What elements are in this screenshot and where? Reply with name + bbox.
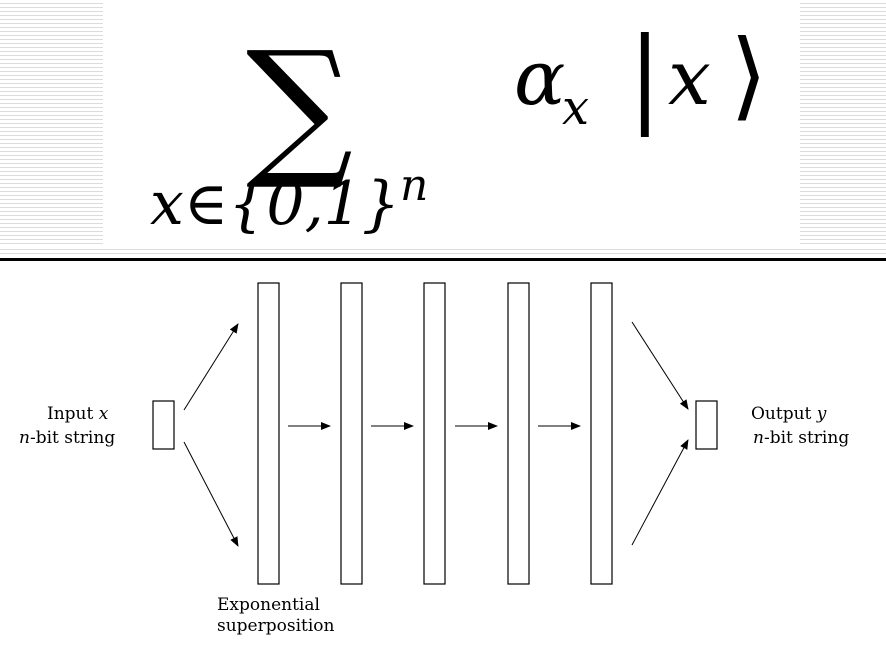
state-column-4 <box>507 282 530 585</box>
diagram-labels: Input x n-bit string Output y n-bit stri… <box>19 404 849 636</box>
state-column-5 <box>590 282 613 585</box>
ket-angle: ⟩ <box>730 19 767 131</box>
index-set-label: x∈{0,1}n <box>150 160 428 239</box>
input-description: n-bit string <box>19 428 115 448</box>
section-divider <box>0 258 886 261</box>
state-column-3 <box>423 282 446 585</box>
superposition-label-line2: superposition <box>217 616 335 636</box>
index-set-text: x∈{0,1} <box>150 169 400 239</box>
arrow-input-down <box>183 441 239 547</box>
formula-panel <box>103 0 800 248</box>
state-column-1 <box>257 282 280 585</box>
amplitude-alpha: α <box>514 33 565 122</box>
decorative-stripes-left <box>0 0 103 255</box>
arrow-input-up <box>183 323 239 411</box>
state-column-2 <box>340 282 363 585</box>
quantum-state-formula: ∑ x∈{0,1}n α x | x ⟩ <box>150 16 767 239</box>
decorative-stripes-right <box>800 0 886 255</box>
superposition-label-line1: Exponential <box>217 595 320 615</box>
ket-variable: x <box>668 33 711 122</box>
index-exponent: n <box>400 160 428 211</box>
arrow-output-down <box>631 321 689 410</box>
input-register-box <box>152 400 175 450</box>
output-description: n-bit string <box>753 428 849 448</box>
summation-symbol: ∑ <box>246 20 353 194</box>
output-label: Output y <box>751 404 827 424</box>
decorative-stripes-base <box>0 246 886 256</box>
output-register-box <box>695 400 718 450</box>
input-label: Input x <box>47 404 109 424</box>
ket-bar: | <box>628 16 662 138</box>
amplitude-subscript: x <box>562 80 589 136</box>
quantum-computation-diagram <box>152 282 718 585</box>
arrow-output-up <box>631 439 689 546</box>
